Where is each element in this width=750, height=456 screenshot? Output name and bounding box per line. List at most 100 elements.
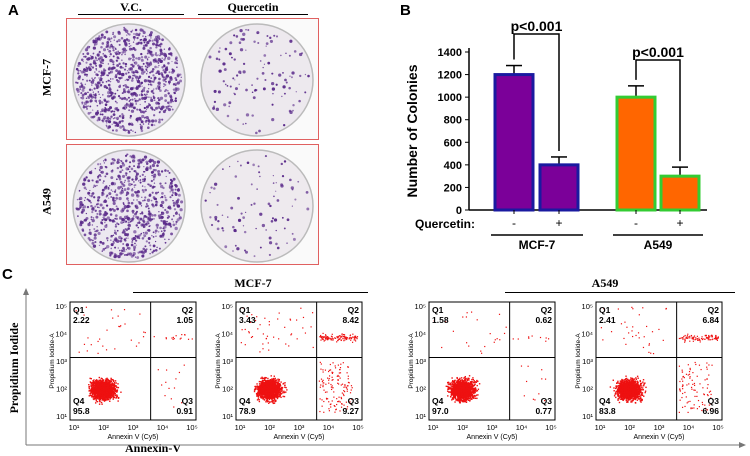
colony-dot — [106, 118, 108, 120]
colony-dot — [152, 192, 154, 194]
colony-dot — [137, 227, 139, 229]
colony-dot — [273, 175, 274, 176]
colony-dot — [122, 115, 124, 117]
colony-dot — [145, 120, 147, 122]
colony-dot — [89, 190, 90, 191]
colony-dot — [163, 65, 165, 67]
colony-dot — [148, 123, 150, 125]
colony-dot — [165, 199, 168, 202]
colony-dot — [241, 213, 243, 215]
colony-dot — [141, 66, 143, 68]
colony-dot — [163, 76, 165, 78]
colony-dot — [232, 226, 235, 229]
colony-dot — [90, 55, 91, 56]
colony-dot — [110, 235, 113, 238]
colony-dot — [122, 125, 124, 127]
colony-dot — [154, 186, 156, 188]
event-dot — [166, 369, 167, 370]
colony-dot — [137, 222, 139, 224]
colony-dot — [112, 124, 113, 125]
event-dot — [116, 395, 117, 396]
colony-dot — [152, 81, 154, 83]
colony-dot — [129, 106, 131, 108]
colony-dot — [132, 65, 133, 66]
colony-dot — [124, 108, 126, 110]
colony-dot — [139, 117, 142, 120]
colony-dot — [151, 70, 153, 72]
colony-dot — [128, 176, 131, 179]
colony-dot — [175, 89, 177, 91]
colony-dot — [130, 64, 132, 66]
event-dot — [260, 396, 261, 397]
colony-dot — [228, 106, 230, 108]
colony-dot — [243, 70, 246, 73]
colony-dot — [106, 87, 108, 89]
colony-dot — [305, 74, 306, 75]
colony-dot — [147, 199, 150, 202]
colony-dot — [171, 55, 173, 57]
colony-dot — [128, 222, 130, 224]
colony-dot — [136, 174, 138, 176]
colony-dot — [259, 213, 262, 216]
colony-dot — [179, 73, 181, 75]
colony-dot — [146, 73, 147, 74]
colony-dot — [169, 47, 171, 49]
event-dot — [274, 381, 275, 382]
colony-dot — [94, 44, 96, 46]
colony-dot — [151, 180, 153, 182]
event-dot — [90, 384, 91, 385]
event-dot — [175, 378, 176, 379]
colony-dot — [114, 231, 117, 234]
colony-dot — [141, 39, 143, 41]
colony-dot — [103, 68, 105, 70]
colony-dot — [155, 77, 157, 79]
colony-dot — [251, 183, 253, 185]
colony-dot — [135, 93, 137, 95]
colony-dot — [229, 166, 230, 167]
colony-dot — [92, 192, 95, 195]
colony-dot — [173, 91, 175, 93]
colony-dot — [95, 210, 97, 212]
colony-dot — [148, 105, 150, 107]
colony-dot — [164, 169, 167, 172]
colony-dot — [106, 75, 107, 76]
colony-dot — [160, 46, 162, 48]
colony-dot — [151, 54, 154, 57]
colony-dot — [258, 171, 260, 173]
colony-dot — [86, 108, 88, 110]
colony-dot — [219, 47, 221, 49]
colony-dot — [157, 160, 160, 163]
colony-dot — [144, 189, 147, 192]
colony-dot — [135, 72, 136, 73]
colony-dot — [155, 72, 157, 74]
colony-dot — [122, 67, 124, 69]
colony-dot — [143, 38, 145, 40]
colony-dot — [168, 172, 170, 174]
colony-dot — [131, 93, 133, 95]
colony-dot — [119, 116, 120, 117]
colony-dot — [131, 241, 133, 243]
colony-dot — [281, 163, 283, 165]
colony-dot — [110, 53, 112, 55]
colony-dot — [119, 250, 121, 252]
colony-dot — [171, 185, 173, 187]
colony-dot — [114, 191, 116, 193]
colony-dot — [143, 123, 145, 125]
colony-dot — [272, 104, 274, 106]
colony-dot — [171, 180, 173, 182]
colony-dot — [108, 84, 111, 87]
colony-dot — [95, 40, 98, 43]
colony-dot — [83, 61, 84, 62]
event-dot — [86, 307, 87, 308]
colony-dot — [94, 78, 95, 79]
colony-dot — [133, 181, 135, 183]
colony-dot — [133, 230, 136, 233]
event-dot — [102, 346, 103, 347]
colony-dot — [230, 207, 233, 210]
colony-dot — [127, 90, 130, 93]
colony-dot — [307, 75, 310, 78]
colony-dot — [143, 221, 146, 224]
colony-dot — [133, 36, 136, 39]
event-dot — [188, 339, 189, 340]
colony-dot — [252, 164, 255, 167]
